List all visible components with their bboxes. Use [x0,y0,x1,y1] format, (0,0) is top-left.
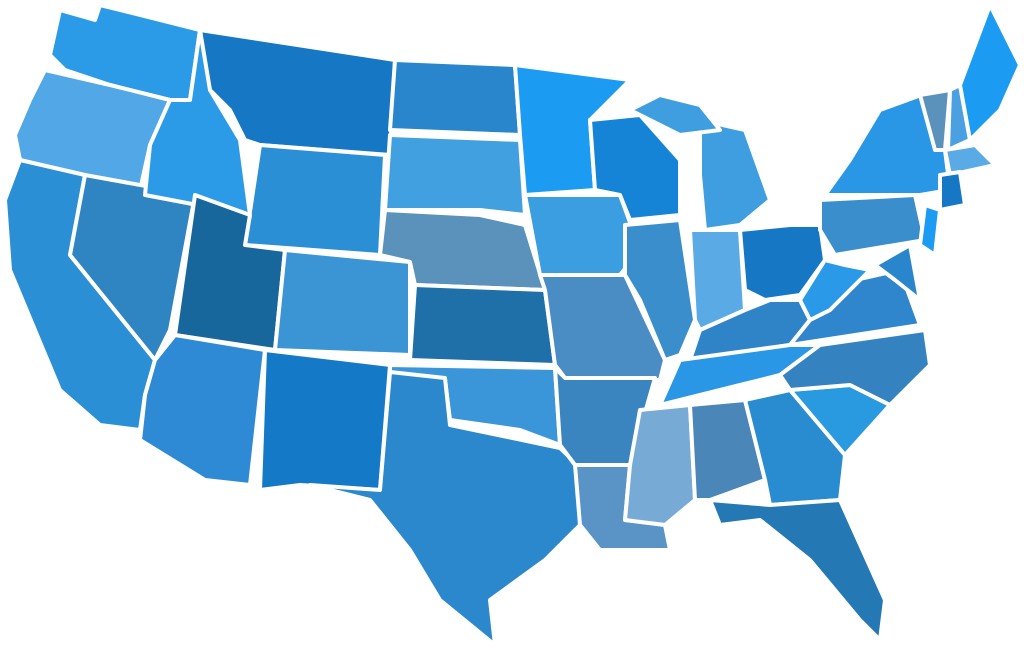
state-il[interactable] [623,218,697,362]
state-wi[interactable] [588,113,682,222]
state-ct[interactable] [938,170,967,212]
state-nc[interactable] [778,328,932,407]
state-wv[interactable] [798,258,872,322]
state-al[interactable] [688,398,767,502]
state-mi[interactable] [698,118,772,232]
state-sd[interactable] [383,133,527,217]
state-mi-up[interactable] [628,93,722,137]
state-nj[interactable] [918,203,942,257]
state-wy[interactable] [243,143,387,257]
state-ks[interactable] [408,283,557,367]
state-me[interactable] [958,3,1022,142]
state-nm[interactable] [258,348,392,492]
state-az[interactable] [138,333,267,487]
state-md[interactable] [873,243,922,302]
state-nd[interactable] [388,58,522,137]
state-fl[interactable] [708,498,887,642]
state-ma[interactable] [943,143,997,177]
state-tx[interactable] [308,370,582,647]
state-co[interactable] [273,248,412,357]
